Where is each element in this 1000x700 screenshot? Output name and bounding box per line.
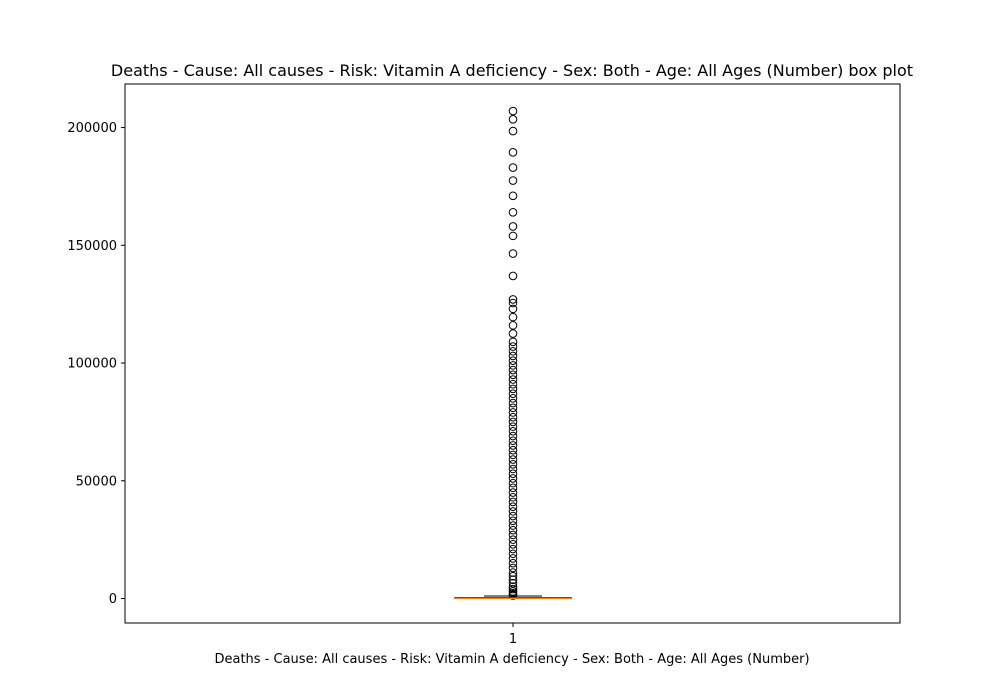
outlier-point xyxy=(508,361,518,370)
outlier-point xyxy=(508,540,518,549)
outlier-point xyxy=(508,469,518,479)
outlier-point xyxy=(508,571,518,581)
y-tick-label: 0 xyxy=(109,592,117,607)
x-tick-label: 1 xyxy=(509,632,517,647)
outlier-point xyxy=(508,530,518,540)
outlier-point xyxy=(508,525,518,535)
outlier-point xyxy=(508,342,518,351)
outlier-point xyxy=(508,436,518,446)
outlier-point xyxy=(508,351,518,361)
outlier-point xyxy=(508,441,518,450)
outlier-point xyxy=(508,106,518,116)
x-axis: 1 xyxy=(509,623,517,647)
outlier-point xyxy=(508,507,518,516)
outlier-point xyxy=(508,304,518,314)
outlier-point xyxy=(508,535,518,544)
outlier-point xyxy=(508,591,518,600)
outlier-point xyxy=(508,521,518,530)
outlier-point xyxy=(508,474,518,483)
outlier-point xyxy=(508,549,518,559)
outlier-point xyxy=(508,516,518,526)
outlier-point xyxy=(508,427,518,436)
outlier-point xyxy=(508,575,518,584)
outlier-points xyxy=(508,106,518,600)
outlier-point xyxy=(508,502,518,511)
y-tick-label: 100000 xyxy=(67,357,117,372)
outlier-point xyxy=(508,208,518,217)
outlier-point xyxy=(508,459,518,469)
outlier-point xyxy=(508,384,518,394)
outlier-point xyxy=(508,412,518,422)
outlier-point xyxy=(508,191,518,201)
outlier-point xyxy=(508,249,518,258)
outlier-point xyxy=(508,403,518,413)
outlier-point xyxy=(508,375,518,384)
outlier-point xyxy=(508,370,518,380)
outlier-point xyxy=(508,488,518,497)
outlier-point xyxy=(508,483,518,493)
outlier-point xyxy=(508,408,518,417)
box-element xyxy=(454,595,572,600)
outlier-point xyxy=(508,584,518,594)
y-tick-label: 200000 xyxy=(67,121,117,136)
outlier-point xyxy=(508,417,518,427)
outlier-point xyxy=(508,365,518,375)
outlier-point xyxy=(508,147,518,157)
x-axis-label: Deaths - Cause: All causes - Risk: Vitam… xyxy=(214,652,809,667)
outlier-point xyxy=(508,329,518,338)
outlier-point xyxy=(508,558,518,568)
outlier-point xyxy=(508,455,518,464)
outlier-point xyxy=(508,163,518,172)
outlier-point xyxy=(508,312,518,322)
outlier-point xyxy=(508,497,518,507)
outlier-point xyxy=(508,544,518,554)
y-tick-label: 150000 xyxy=(67,239,117,254)
outlier-point xyxy=(508,389,518,398)
outlier-point xyxy=(508,422,518,431)
outlier-point xyxy=(508,492,518,502)
outlier-point xyxy=(508,464,518,474)
outlier-point xyxy=(508,394,518,403)
outlier-point xyxy=(508,271,518,281)
chart-title: Deaths - Cause: All causes - Risk: Vitam… xyxy=(111,61,913,80)
outlier-point xyxy=(508,431,518,441)
plot-area xyxy=(124,83,901,624)
outlier-point xyxy=(508,298,518,308)
outlier-point xyxy=(508,478,518,488)
outlier-point xyxy=(508,222,518,231)
outlier-point xyxy=(508,337,518,347)
outlier-point xyxy=(508,379,518,389)
outlier-point xyxy=(508,554,518,563)
outlier-point xyxy=(508,321,518,330)
outlier-point xyxy=(508,563,518,573)
outlier-point xyxy=(508,450,518,460)
outlier-point xyxy=(508,578,518,588)
outlier-point xyxy=(508,398,518,408)
outlier-point xyxy=(508,295,518,304)
outlier-point xyxy=(508,445,518,455)
y-axis: 0 50000 100000 150000 200000 xyxy=(67,121,125,607)
outlier-point xyxy=(508,115,518,124)
outlier-point xyxy=(508,511,518,521)
outlier-point xyxy=(508,346,518,356)
outlier-point xyxy=(508,176,518,185)
outlier-point xyxy=(508,568,518,577)
outlier-point xyxy=(508,126,518,136)
y-tick-label: 50000 xyxy=(76,474,117,489)
outlier-point xyxy=(508,231,518,241)
outlier-point xyxy=(508,356,518,365)
